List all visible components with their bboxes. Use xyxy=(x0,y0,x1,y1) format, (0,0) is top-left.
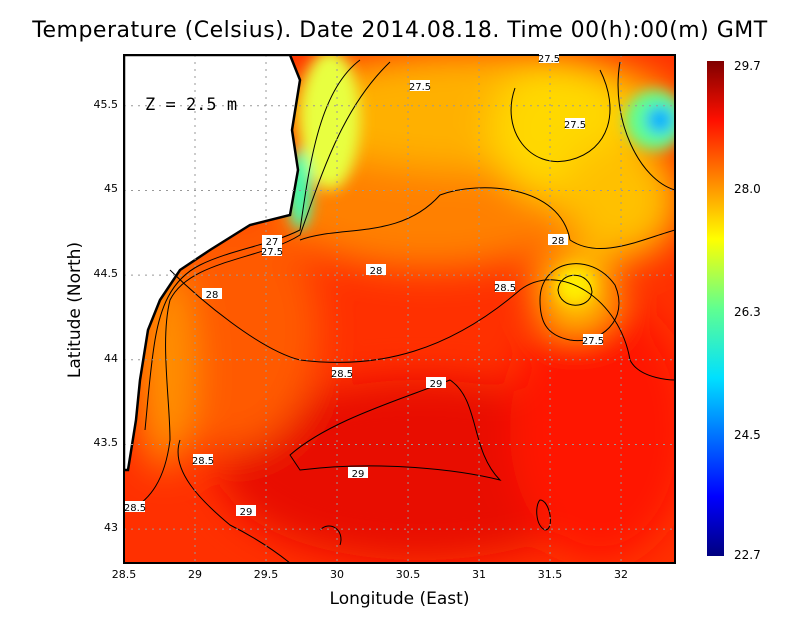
colorbar-label: 24.5 xyxy=(734,428,761,442)
contour-label-bg xyxy=(202,288,222,299)
depth-label: Z = 2.5 m xyxy=(145,95,237,115)
contour-label: 28.5 xyxy=(192,456,214,467)
colorbar-label: 26.3 xyxy=(734,305,761,319)
contour-label: 28 xyxy=(370,266,383,277)
contour-label-bg xyxy=(539,52,559,63)
x-tick-label: 30 xyxy=(330,568,344,581)
y-axis-label: Latitude (North) xyxy=(65,241,85,379)
colorbar-label: 29.7 xyxy=(734,59,761,73)
grid-lines xyxy=(124,55,675,563)
x-tick-label: 30.5 xyxy=(395,568,421,581)
contour-label: 28 xyxy=(552,236,565,247)
contour-label-bg xyxy=(548,234,568,245)
contour-label-bg xyxy=(262,245,282,256)
contour-label: 28 xyxy=(206,290,219,301)
colorbar-label: 22.7 xyxy=(734,548,761,562)
contour-label: 27.5 xyxy=(538,54,560,65)
contour-label-bg xyxy=(410,80,430,91)
contour-label-bg xyxy=(236,505,256,516)
contour-label: 29 xyxy=(240,507,253,518)
contour-label: 27.5 xyxy=(261,247,283,258)
contour-label-bg xyxy=(125,501,145,512)
contour-label: 28.5 xyxy=(494,283,516,294)
plot-frame xyxy=(123,54,676,564)
contour-label-bg xyxy=(348,467,368,478)
contour-label: 28.5 xyxy=(331,369,353,380)
colorbar-label: 28.0 xyxy=(734,182,761,196)
contour-label: 27.5 xyxy=(409,82,431,93)
y-tick-label: 43 xyxy=(104,521,118,535)
chart-title: Temperature (Celsius). Date 2014.08.18. … xyxy=(32,18,768,43)
y-tick-label: 45.5 xyxy=(93,97,119,111)
x-tick-label: 31 xyxy=(472,568,487,581)
x-tick-label: 29 xyxy=(188,568,202,581)
y-tick-label: 44 xyxy=(104,351,118,365)
contour-label: 29 xyxy=(352,469,365,480)
contour-label-bg xyxy=(583,334,603,345)
contour-label: 29 xyxy=(430,379,443,390)
x-tick-label: 28.5 xyxy=(111,568,137,581)
contour-labels: 27.527.527.52727.528282828.527.528.52928… xyxy=(124,52,604,518)
y-tick-label: 43.5 xyxy=(93,436,119,450)
x-axis-label: Longitude (East) xyxy=(329,589,470,609)
colorbar xyxy=(707,61,724,556)
contour-label: 27.5 xyxy=(582,336,604,347)
y-tick-label: 44.5 xyxy=(93,267,119,281)
x-tick-label: 32 xyxy=(614,568,629,581)
contour-label-bg xyxy=(426,377,446,388)
temperature-field xyxy=(124,55,675,563)
contour-label: 28.5 xyxy=(124,503,146,514)
x-tick-label: 29.5 xyxy=(253,568,279,581)
contour-label: 27.5 xyxy=(564,120,586,131)
x-tick-label: 31.5 xyxy=(537,568,563,581)
contour-label-bg xyxy=(193,454,213,465)
contour-label-bg xyxy=(565,118,585,129)
contour-label-bg xyxy=(495,281,515,292)
contour-label: 27 xyxy=(266,237,279,248)
y-tick-label: 45 xyxy=(104,182,118,196)
contour-label-bg xyxy=(262,235,282,246)
contour-label-bg xyxy=(332,367,352,378)
contour-label-bg xyxy=(366,264,386,275)
